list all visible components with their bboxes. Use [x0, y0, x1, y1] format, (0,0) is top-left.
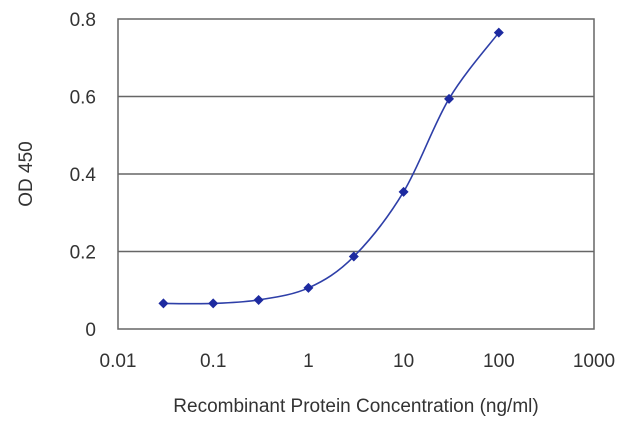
x-tick-label: 0.1	[200, 351, 226, 372]
x-tick-label: 1	[303, 351, 314, 372]
grid-lines	[118, 95, 594, 253]
x-tick-label: 10	[393, 351, 414, 372]
data-point	[303, 282, 314, 293]
y-axis-ticks: 0 0.2 0.4 0.6 0.8	[70, 10, 97, 341]
series-group	[158, 27, 504, 309]
x-tick-label: 100	[483, 351, 515, 372]
x-tick-label: 1000	[573, 351, 615, 372]
data-point	[444, 93, 455, 104]
data-point	[208, 298, 219, 309]
series-line	[163, 32, 500, 305]
x-axis-label: Recombinant Protein Concentration (ng/ml…	[173, 396, 538, 417]
data-point	[158, 298, 169, 309]
plot-area	[117, 18, 595, 330]
x-tick-label: 0.01	[100, 351, 137, 372]
y-tick-label: 0.4	[70, 165, 97, 186]
data-point	[348, 251, 359, 262]
y-tick-label: 0.8	[70, 10, 96, 31]
data-point	[253, 294, 264, 305]
y-tick-label: 0.2	[70, 243, 96, 264]
x-axis-ticks: 0.01 0.1 1 10 100 1000	[100, 351, 616, 372]
y-axis-label: OD 450	[16, 141, 37, 206]
y-tick-label: 0.6	[70, 88, 96, 109]
y-tick-label: 0	[85, 320, 96, 341]
data-point	[398, 186, 409, 197]
data-point	[493, 27, 504, 38]
